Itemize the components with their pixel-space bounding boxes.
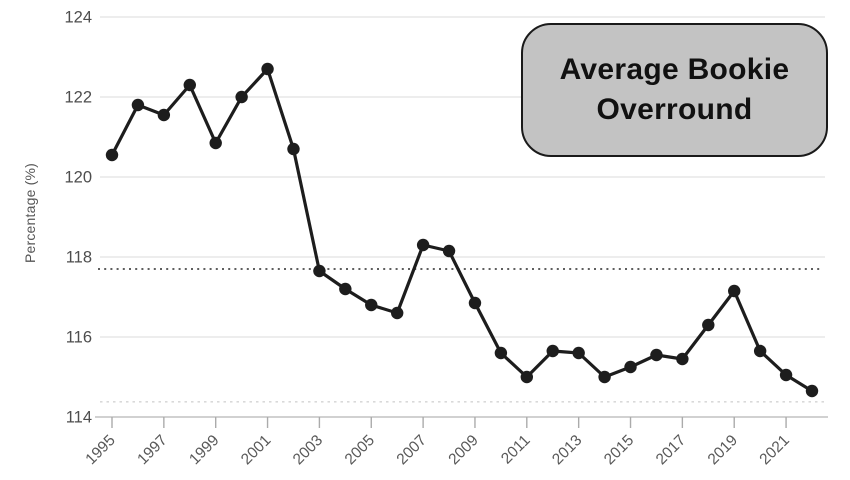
y-axis-title: Percentage (%) xyxy=(22,162,38,264)
data-point xyxy=(235,90,248,104)
data-point xyxy=(183,78,196,92)
data-point xyxy=(546,344,559,358)
chart-title-box: Average Bookie Overround xyxy=(521,23,828,157)
data-point xyxy=(209,136,222,150)
y-tick-label: 118 xyxy=(66,249,92,267)
data-point xyxy=(157,108,171,122)
data-point xyxy=(598,370,611,384)
data-point xyxy=(753,344,767,358)
x-tick-label: 2015 xyxy=(601,432,637,468)
data-point xyxy=(313,264,326,278)
data-point xyxy=(650,348,663,362)
data-point xyxy=(702,318,715,332)
x-tick-label: 2021 xyxy=(756,432,792,468)
x-tick-label: 2003 xyxy=(290,432,326,468)
data-point xyxy=(779,368,793,382)
x-tick-label: 1995 xyxy=(82,432,118,468)
data-point xyxy=(572,346,585,360)
x-tick-label: 2009 xyxy=(445,432,481,468)
y-tick-label: 114 xyxy=(66,409,92,427)
chart-title-line1: Average Bookie xyxy=(559,53,790,87)
y-tick-label: 116 xyxy=(66,329,92,347)
x-tick-label: 1997 xyxy=(134,432,170,468)
data-point xyxy=(728,284,741,298)
data-point xyxy=(468,296,482,310)
data-point xyxy=(131,98,145,112)
data-point xyxy=(624,360,637,374)
y-tick-label: 120 xyxy=(64,169,92,187)
data-point xyxy=(416,238,430,252)
x-tick-label: 1999 xyxy=(186,432,222,468)
series-line xyxy=(110,67,814,393)
data-point xyxy=(105,148,119,162)
x-tick-label: 2005 xyxy=(342,432,378,468)
x-tick-label: 2007 xyxy=(394,432,430,468)
x-tick-label: 2019 xyxy=(705,432,741,468)
data-point xyxy=(365,298,378,312)
data-point xyxy=(261,62,274,76)
chart-title-line2: Overround xyxy=(596,93,753,126)
data-point xyxy=(676,352,689,366)
x-tick-label: 2001 xyxy=(238,432,274,468)
data-point xyxy=(390,306,404,320)
data-point xyxy=(287,142,300,156)
x-tick-label: 2013 xyxy=(549,432,585,468)
x-tick-label: 2011 xyxy=(498,432,534,468)
data-point xyxy=(339,282,352,296)
x-tick-label: 2017 xyxy=(653,432,689,468)
data-point xyxy=(442,244,456,258)
data-point xyxy=(805,384,819,398)
data-point xyxy=(520,370,534,384)
y-tick-label: 122 xyxy=(64,89,92,107)
y-tick-label: 124 xyxy=(64,9,92,27)
data-point xyxy=(494,346,508,360)
